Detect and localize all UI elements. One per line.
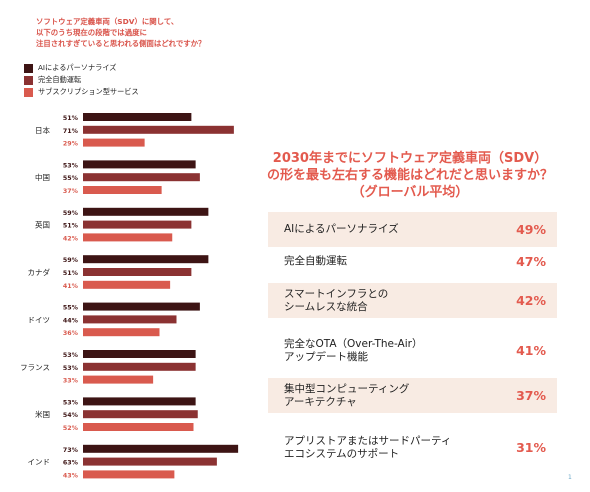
legend-label-autonomous: 完全自動運転 [38,75,82,84]
ranking-row: 完全自動運転 47% [268,244,557,279]
bar [83,160,196,169]
bar [83,350,196,358]
category-label: 日本 [35,125,50,135]
category-label: 米国 [35,409,50,419]
data-label: 55% [63,175,79,182]
bar [83,233,173,242]
horizontal-bar-chart: 日本 51% 71% 29% 中国 53% 55% 37% 英国 59% 51% 42% カナダ 59% 5… [20,113,239,479]
category-label: フランス [20,363,50,372]
data-label: 53% [63,162,79,169]
left-chart-title-line-3: 注目されすぎていると思われる側面はどれですか？ [36,39,206,48]
bar [83,207,209,216]
data-label: 51% [63,115,79,122]
data-label: 52% [63,425,79,432]
legend-swatch-autonomous [24,75,33,85]
bar [83,362,196,371]
ranking-value: 31% [516,440,546,455]
chart-legend: AIによるパーソナライズ 完全自動運転 サブスクリプション型サービス [24,62,139,98]
bar [83,315,177,324]
right-panel-title-line-1: 2030年までにソフトウェア定義車両（SDV） [272,151,548,166]
bar [83,410,198,419]
ranking-value: 49% [516,222,546,237]
data-label: 33% [63,378,79,385]
bar [83,173,200,182]
right-panel-title-line-2: の形を最も左右する機能はどれだと思いますか？ [266,168,553,183]
legend-label-subscription: サブスクリプション型サービス [38,87,139,96]
left-chart-title-line-2: 以下のうち現在の段階では過度に [36,28,147,37]
category-label: カナダ [28,267,51,277]
ranking-row: 集中型コンピューティング アーキテクチャ 37% [268,378,557,413]
data-label: 53% [63,352,79,359]
right-panel-title-line-3: （グローバル平均） [351,185,469,200]
ranking-label: アプリストアまたはサードパーティ エコシステムのサポート [284,434,452,460]
bar [83,375,154,384]
data-label: 59% [63,210,79,217]
data-label: 53% [63,365,79,372]
bar [83,423,194,431]
page-mark: 1 [568,474,572,481]
ranking-row: 完全なOTA（Over-The-Air） アップデート機能 41% [268,333,557,368]
data-label: 36% [63,330,79,337]
legend-item-autonomous: 完全自動運転 [24,74,139,86]
legend-swatch-subscription [24,87,33,97]
data-label: 63% [63,460,79,467]
bar [83,302,200,311]
data-label: 73% [63,447,79,454]
data-label: 59% [63,257,79,264]
data-label: 55% [63,305,79,312]
left-chart-title-line-1: ソフトウェア定義車両（SDV）に関して、 [36,17,179,26]
data-label: 51% [63,223,79,230]
ranking-value: 37% [516,388,546,403]
bar [83,138,145,147]
category-label: ドイツ [28,315,51,324]
data-label: 41% [63,283,79,290]
data-label: 54% [63,412,79,419]
bar [83,457,217,466]
data-label: 44% [63,317,79,324]
bar [83,397,196,406]
bar [83,255,209,264]
bar [83,113,192,121]
data-label: 51% [63,270,79,277]
bar [83,328,160,337]
ranking-label: 完全自動運転 [284,255,347,267]
legend-item-ai: AIによるパーソナライズ [24,62,139,74]
data-label: 29% [63,141,79,148]
bar [83,186,162,194]
ranking-row: AIによるパーソナライズ 49% [268,212,557,247]
legend-label-ai: AIによるパーソナライズ [38,63,117,72]
ranking-label: スマートインフラとの シームレスな統合 [284,287,389,313]
left-chart-title: ソフトウェア定義車両（SDV）に関して、 以下のうち現在の段階では過度に 注目さ… [36,16,286,49]
ranking-label: 完全なOTA（Over-The-Air） アップデート機能 [284,337,423,363]
ranking-row: アプリストアまたはサードパーティ エコシステムのサポート 31% [268,430,557,465]
ranking-value: 42% [516,293,546,308]
ranking-label: 集中型コンピューティング アーキテクチャ [284,382,410,408]
category-label: 中国 [35,172,50,182]
legend-item-subscription: サブスクリプション型サービス [24,86,139,98]
bar [83,444,239,453]
legend-swatch-ai [24,63,33,73]
data-label: 43% [63,472,79,479]
category-label: インド [28,458,51,467]
bar [83,125,234,134]
ranking-row: スマートインフラとの シームレスな統合 42% [268,283,557,318]
category-label: 英国 [35,220,50,230]
bar [83,268,192,276]
data-label: 37% [63,188,79,195]
data-label: 71% [63,128,79,135]
ranking-value: 47% [516,254,546,269]
ranking-value: 41% [516,343,546,358]
right-panel-title: 2030年までにソフトウェア定義車両（SDV） の形を最も左右する機能はどれだと… [262,150,558,201]
bar [83,280,171,289]
data-label: 53% [63,399,79,406]
ranking-label: AIによるパーソナライズ [284,223,399,235]
bar [83,470,175,479]
data-label: 42% [63,235,79,242]
bar [83,220,192,229]
